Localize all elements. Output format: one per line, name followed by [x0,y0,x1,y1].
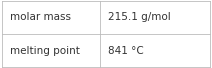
Text: 215.1 g/mol: 215.1 g/mol [108,12,171,22]
Text: melting point: melting point [10,46,80,56]
Text: molar mass: molar mass [10,12,71,22]
Text: 841 °C: 841 °C [108,46,144,56]
